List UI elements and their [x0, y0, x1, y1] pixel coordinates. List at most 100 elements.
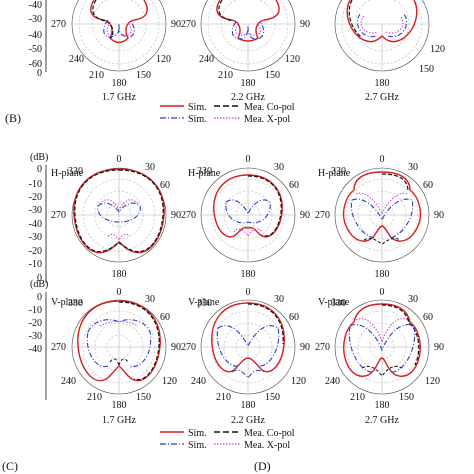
tick-label: -20 — [29, 192, 42, 203]
angle-label: 240 — [61, 376, 76, 387]
angle-label: 180 — [241, 269, 256, 280]
angle-label: 60 — [289, 180, 299, 191]
angle-label: 330 — [197, 166, 212, 177]
angle-label: 90 — [171, 19, 181, 30]
tick-label: 0 — [37, 68, 42, 79]
tick-label: -10 — [29, 305, 42, 316]
v-plane-label: V-plane — [51, 297, 83, 308]
freq-label: 2.7 GHz — [365, 92, 399, 103]
angle-label: 60 — [423, 180, 433, 191]
angle-label: 90 — [300, 342, 310, 353]
angle-label: 60 — [160, 180, 170, 191]
angle-label: 330 — [331, 298, 346, 309]
angle-label: 240 — [191, 376, 206, 387]
angle-label: 120 — [285, 54, 300, 65]
angle-label: 180 — [112, 78, 127, 89]
legend-mea-co: Mea. Co-pol — [244, 428, 295, 439]
angle-label: 180 — [241, 78, 256, 89]
angle-label: 30 — [145, 162, 155, 173]
tick-label: -30 — [29, 331, 42, 342]
angle-label: 270 — [181, 342, 196, 353]
legend-sim-co: Sim. — [188, 428, 207, 439]
h-plane-label: H-plane — [318, 168, 351, 179]
angle-label: 270 — [315, 342, 330, 353]
angle-label: 210 — [216, 392, 231, 403]
v-plane-label: V-plane — [318, 297, 350, 308]
angle-label: 330 — [331, 166, 346, 177]
angle-label: 150 — [399, 392, 414, 403]
top-polar-1: 270 90 240 210 180 150 120 1.7 GHz — [51, 0, 181, 103]
angle-label: 0 — [380, 154, 385, 165]
angle-label: 90 — [171, 342, 181, 353]
angle-label: 240 — [69, 54, 84, 65]
angle-label: 210 — [218, 70, 233, 81]
top-row: -40 -30 -40 -50 -60 0 270 90 240 210 180… — [29, 0, 445, 103]
top-radial-axis: -40 -30 -40 -50 -60 0 — [29, 0, 47, 79]
h-plane-label: H-plane — [188, 168, 221, 179]
freq-label: 2.7 GHz — [365, 415, 399, 426]
db-unit: (dB) — [30, 152, 48, 163]
angle-label: 90 — [434, 210, 444, 221]
angle-label: 0 — [117, 154, 122, 165]
angle-label: 120 — [430, 44, 445, 55]
angle-label: 0 — [380, 287, 385, 298]
angle-label: 150 — [136, 392, 151, 403]
polar-v-3: 330 0 30 60 270 90 240 120 210 180 150 V… — [315, 287, 444, 426]
tick-label: -20 — [29, 318, 42, 329]
top-polar-3: 120 150 180 2.7 GHz — [334, 0, 445, 103]
v-plane-label: V-plane — [188, 297, 220, 308]
legend-bottom: Sim. Mea. Co-pol Sim. Mea. X-pol — [160, 428, 295, 451]
angle-label: 30 — [145, 294, 155, 305]
freq-label: 1.7 GHz — [102, 415, 136, 426]
angle-label: 180 — [112, 269, 127, 280]
tick-label: -10 — [29, 259, 42, 270]
angle-label: 150 — [265, 392, 280, 403]
freq-label: 2.2 GHz — [231, 92, 265, 103]
angle-label: 240 — [199, 54, 214, 65]
angle-label: 180 — [112, 400, 127, 411]
tick-label: -30 — [29, 232, 42, 243]
angle-label: 90 — [171, 210, 181, 221]
tick-label: 0 — [37, 273, 42, 284]
angle-label: 180 — [375, 78, 390, 89]
legend-sim-x: Sim. — [188, 440, 207, 451]
angle-label: 150 — [419, 64, 434, 75]
tick-label: -60 — [29, 59, 42, 70]
angle-label: 270 — [51, 210, 66, 221]
angle-label: 180 — [375, 400, 390, 411]
freq-label: 1.7 GHz — [102, 92, 136, 103]
panel-label-d: (D) — [254, 459, 271, 473]
row-h-plane: (dB) 0 -10 -20 -30 -40 -30 -20 -10 0 330… — [29, 152, 444, 284]
angle-label: 270 — [181, 210, 196, 221]
panel-label-b: (B) — [5, 111, 21, 125]
legend-mea-x: Mea. X-pol — [244, 114, 290, 125]
angle-label: 30 — [408, 162, 418, 173]
angle-label: 270 — [51, 342, 66, 353]
angle-label: 150 — [136, 70, 151, 81]
angle-label: 210 — [87, 392, 102, 403]
angle-label: 330 — [68, 298, 83, 309]
angle-label: 270 — [315, 210, 330, 221]
angle-label: 330 — [68, 166, 83, 177]
angle-label: 30 — [274, 162, 284, 173]
angle-label: 30 — [274, 294, 284, 305]
angle-label: 60 — [289, 312, 299, 323]
angle-label: 120 — [156, 54, 171, 65]
legend-sim-co: Sim. — [188, 102, 207, 113]
polar-h-2: 330 0 30 60 270 90 180 H-plane — [181, 154, 310, 280]
angle-label: 0 — [246, 287, 251, 298]
panel-label-c: (C) — [2, 459, 18, 473]
angle-label: 0 — [246, 154, 251, 165]
angle-label: 90 — [434, 342, 444, 353]
h-plane-label: H-plane — [51, 168, 84, 179]
legend-top: Sim. Mea. Co-pol Sim. Mea. X-pol — [160, 102, 295, 125]
tick-label: 0 — [37, 164, 42, 175]
tick-label: -40 — [29, 0, 42, 11]
legend-mea-co: Mea. Co-pol — [244, 102, 295, 113]
angle-label: 60 — [160, 312, 170, 323]
angle-label: 270 — [51, 19, 66, 30]
angle-label: 150 — [265, 70, 280, 81]
freq-label: 2.2 GHz — [231, 415, 265, 426]
angle-label: 90 — [300, 19, 310, 30]
